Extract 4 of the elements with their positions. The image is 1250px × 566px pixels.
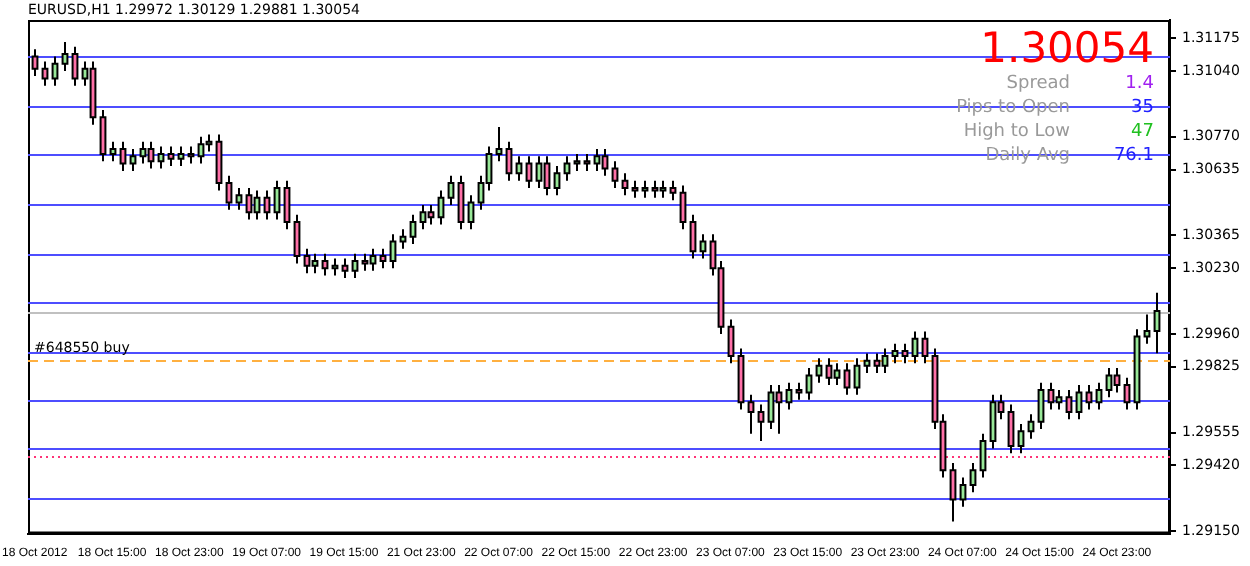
annotation: High to Low (961, 120, 1070, 144)
annotation: 1.4 (1123, 72, 1154, 96)
annotation: Spread (1004, 72, 1070, 96)
annotation: 47 (1129, 120, 1154, 144)
